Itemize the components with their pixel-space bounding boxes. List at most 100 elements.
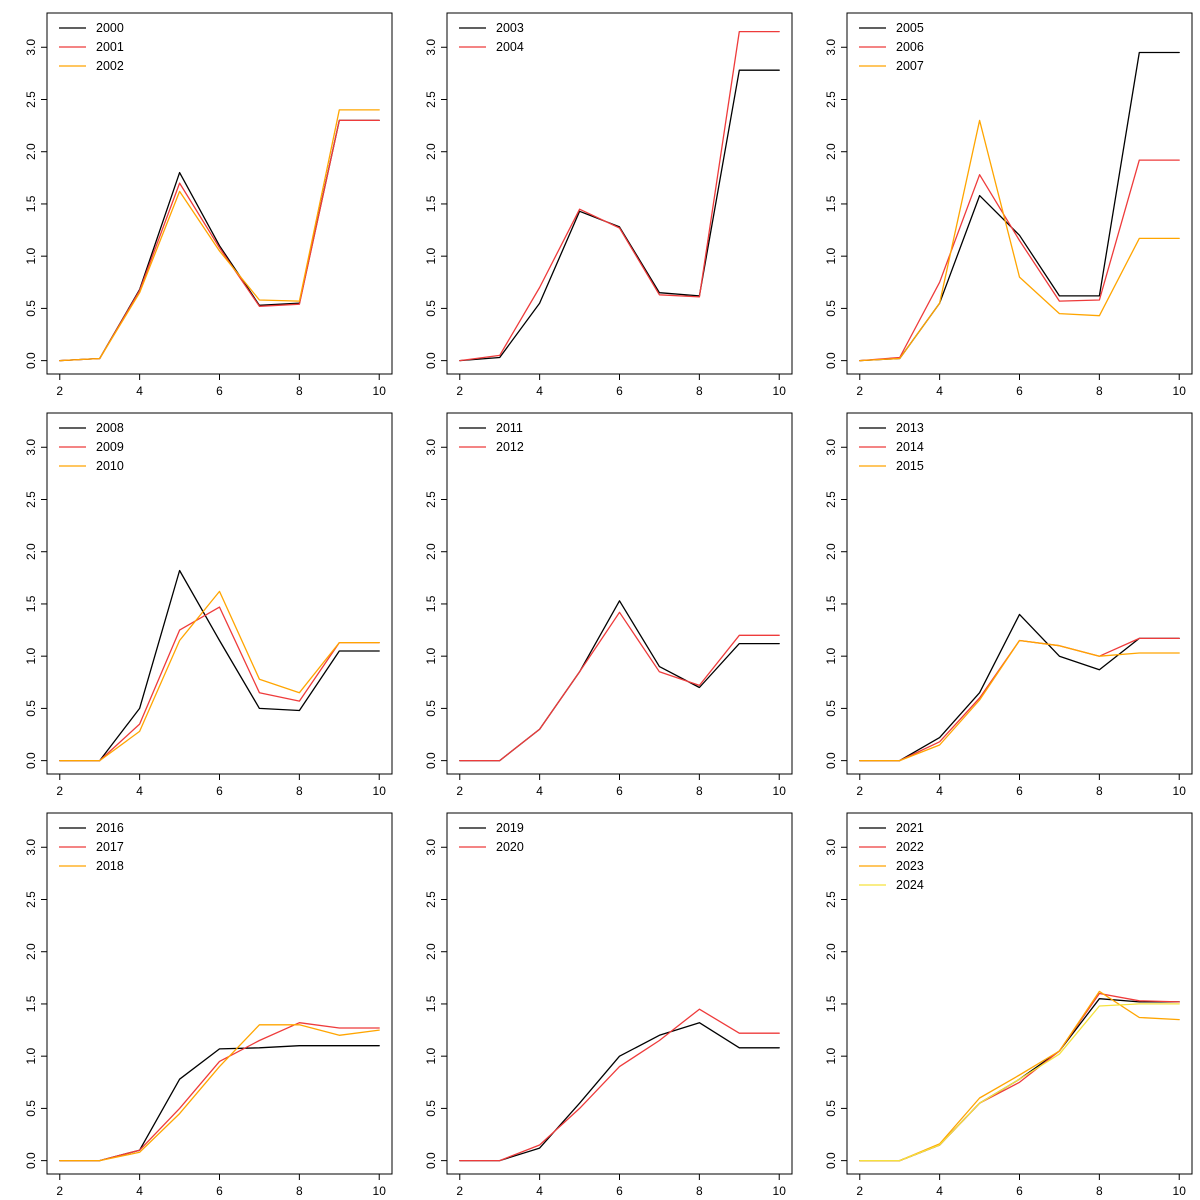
x-tick-label: 4 xyxy=(936,1184,943,1198)
legend-label: 2018 xyxy=(96,859,124,873)
plot-box xyxy=(446,812,793,1175)
chart-panel-2019-2020: 2 4 6 8 10 0.0 0.5 1.0 1.5 2.0 2.5 3.0 2019 2020 xyxy=(400,800,800,1200)
y-tick-label: 1.5 xyxy=(24,195,38,212)
x-tick-label: 8 xyxy=(296,384,303,398)
x-tick-label: 6 xyxy=(216,784,223,798)
chart-panel-2008-2010: 2 4 6 8 10 0.0 0.5 1.0 1.5 2.0 2.5 3.0 2008 2009 2010 xyxy=(0,400,400,800)
x-tick-label: 8 xyxy=(296,1184,303,1198)
series-line-2019 xyxy=(459,1022,780,1162)
legend-label: 2023 xyxy=(896,859,924,873)
series-line-2003 xyxy=(459,69,780,362)
legend-label: 2007 xyxy=(896,59,924,73)
y-tick-label: 1.0 xyxy=(24,648,38,665)
x-tick-label: 4 xyxy=(536,384,543,398)
y-tick-label: 2.0 xyxy=(24,543,38,560)
x-tick-label: 10 xyxy=(1173,1184,1187,1198)
x-tick-label: 4 xyxy=(136,784,143,798)
series-line-2007 xyxy=(859,119,1180,362)
x-tick-label: 10 xyxy=(373,1184,387,1198)
y-tick-label: 1.0 xyxy=(824,1048,838,1065)
y-tick-label: 1.5 xyxy=(424,195,438,212)
legend-label: 2012 xyxy=(496,440,524,454)
x-tick-label: 6 xyxy=(1016,1184,1023,1198)
line-chart: 2 4 6 8 10 0.0 0.5 1.0 1.5 2.0 2.5 3.0 2019 2020 xyxy=(424,812,793,1198)
series-line-2010 xyxy=(59,590,380,762)
y-tick-label: 0.5 xyxy=(824,1100,838,1117)
chart-panel-2021-2024: 2 4 6 8 10 0.0 0.5 1.0 1.5 2.0 2.5 3.0 2021 2022 2023 2… xyxy=(800,800,1200,1200)
line-chart: 2 4 6 8 10 0.0 0.5 1.0 1.5 2.0 2.5 3.0 2000 2001 2002 xyxy=(24,12,393,398)
x-tick-label: 2 xyxy=(456,784,463,798)
y-tick-label: 2.5 xyxy=(24,91,38,108)
chart-panel-2016-2018: 2 4 6 8 10 0.0 0.5 1.0 1.5 2.0 2.5 3.0 2016 2017 2018 xyxy=(0,800,400,1200)
y-tick-label: 1.0 xyxy=(824,648,838,665)
y-tick-label: 0.5 xyxy=(824,300,838,317)
x-tick-label: 10 xyxy=(373,384,387,398)
line-chart: 2 4 6 8 10 0.0 0.5 1.0 1.5 2.0 2.5 3.0 2016 2017 2018 xyxy=(24,812,393,1198)
chart-panel-2013-2015: 2 4 6 8 10 0.0 0.5 1.0 1.5 2.0 2.5 3.0 2013 2014 2015 xyxy=(800,400,1200,800)
legend-label: 2005 xyxy=(896,21,924,35)
chart-panel-2005-2007: 2 4 6 8 10 0.0 0.5 1.0 1.5 2.0 2.5 3.0 2005 2006 2007 xyxy=(800,0,1200,400)
legend-label: 2015 xyxy=(896,459,924,473)
series-line-2006 xyxy=(859,159,1180,362)
y-tick-label: 1.5 xyxy=(424,595,438,612)
series-line-2001 xyxy=(59,119,380,362)
line-chart: 2 4 6 8 10 0.0 0.5 1.0 1.5 2.0 2.5 3.0 2005 2006 2007 xyxy=(824,12,1193,398)
x-tick-label: 2 xyxy=(56,784,63,798)
chart-panel-2000-2002: 2 4 6 8 10 0.0 0.5 1.0 1.5 2.0 2.5 3.0 2000 2001 2002 xyxy=(0,0,400,400)
legend-label: 2019 xyxy=(496,821,524,835)
plot-box xyxy=(446,12,793,375)
y-tick-label: 2.0 xyxy=(424,543,438,560)
x-tick-label: 4 xyxy=(536,1184,543,1198)
y-tick-label: 2.0 xyxy=(24,143,38,160)
legend-label: 2017 xyxy=(96,840,124,854)
legend-label: 2016 xyxy=(96,821,124,835)
y-tick-label: 3.0 xyxy=(24,839,38,856)
y-tick-label: 0.5 xyxy=(24,1100,38,1117)
x-tick-label: 4 xyxy=(136,384,143,398)
series-line-2022 xyxy=(859,992,1180,1162)
y-tick-label: 2.0 xyxy=(824,143,838,160)
y-tick-label: 0.0 xyxy=(24,752,38,769)
series-line-2011 xyxy=(459,600,780,762)
chart-panel-2003-2004: 2 4 6 8 10 0.0 0.5 1.0 1.5 2.0 2.5 3.0 2003 2004 xyxy=(400,0,800,400)
y-tick-label: 1.0 xyxy=(424,648,438,665)
x-tick-label: 6 xyxy=(616,784,623,798)
y-tick-label: 2.5 xyxy=(824,91,838,108)
legend-label: 2011 xyxy=(496,421,523,435)
x-tick-label: 6 xyxy=(216,1184,223,1198)
x-tick-label: 6 xyxy=(216,384,223,398)
y-tick-label: 1.5 xyxy=(24,595,38,612)
legend-label: 2006 xyxy=(896,40,924,54)
y-tick-label: 1.5 xyxy=(424,995,438,1012)
y-tick-label: 2.0 xyxy=(24,943,38,960)
legend-label: 2008 xyxy=(96,421,124,435)
x-tick-label: 2 xyxy=(56,384,63,398)
series-line-2002 xyxy=(59,109,380,362)
x-tick-label: 10 xyxy=(773,384,787,398)
y-tick-label: 0.0 xyxy=(424,352,438,369)
y-tick-label: 0.0 xyxy=(24,352,38,369)
legend-label: 2014 xyxy=(896,440,924,454)
x-tick-label: 10 xyxy=(1173,784,1187,798)
line-chart: 2 4 6 8 10 0.0 0.5 1.0 1.5 2.0 2.5 3.0 2008 2009 2010 xyxy=(24,412,393,798)
y-tick-label: 2.5 xyxy=(824,891,838,908)
y-tick-label: 0.0 xyxy=(824,1152,838,1169)
x-tick-label: 10 xyxy=(773,1184,787,1198)
x-tick-label: 6 xyxy=(616,384,623,398)
x-tick-label: 6 xyxy=(1016,384,1023,398)
y-tick-label: 2.5 xyxy=(424,91,438,108)
line-chart: 2 4 6 8 10 0.0 0.5 1.0 1.5 2.0 2.5 3.0 2013 2014 2015 xyxy=(824,412,1193,798)
y-tick-label: 0.0 xyxy=(424,752,438,769)
x-tick-label: 4 xyxy=(936,784,943,798)
series-line-2005 xyxy=(859,51,1180,362)
y-tick-label: 3.0 xyxy=(424,839,438,856)
legend-label: 2024 xyxy=(896,878,924,892)
y-tick-label: 3.0 xyxy=(24,439,38,456)
x-tick-label: 8 xyxy=(696,784,703,798)
y-tick-label: 2.0 xyxy=(824,543,838,560)
x-tick-label: 2 xyxy=(456,384,463,398)
y-tick-label: 1.0 xyxy=(24,1048,38,1065)
series-line-2009 xyxy=(59,606,380,762)
y-tick-label: 1.0 xyxy=(24,248,38,265)
x-tick-label: 2 xyxy=(856,384,863,398)
